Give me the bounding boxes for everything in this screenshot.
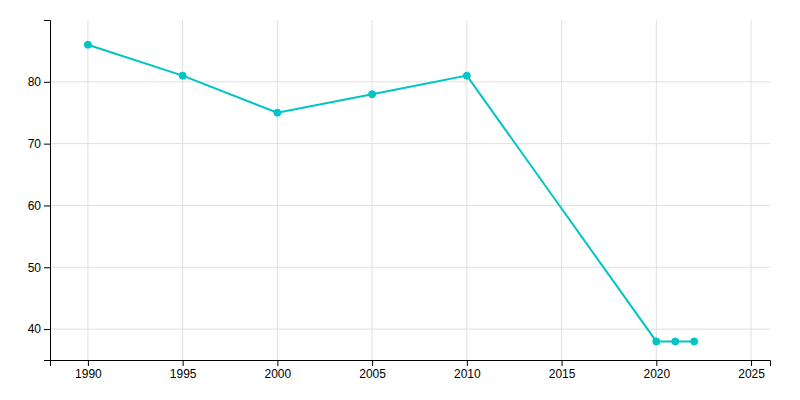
x-axis: 1990 1995 2000 2005 2010 2015 2020 2025 (51, 360, 771, 381)
y-tick: 40 (28, 322, 50, 336)
grid-line-y (50, 267, 770, 268)
line (88, 45, 694, 342)
x-tick-mark (277, 360, 278, 366)
y-tick-label: 60 (28, 199, 42, 213)
y-tick-label: 50 (28, 261, 42, 275)
grid-line-x (182, 20, 183, 360)
y-tick-label: 40 (28, 322, 42, 336)
y-tick: 60 (28, 199, 50, 213)
y-tick-mark (44, 144, 50, 145)
point (84, 41, 91, 48)
x-tick-label: 1990 (75, 367, 102, 381)
chart: 1990 1995 2000 2005 2010 2015 2020 2025 40 50 60 70… (0, 0, 800, 400)
grid-line-y (50, 143, 770, 144)
y-tick-mark (44, 205, 50, 206)
x-tick-mark (656, 360, 657, 366)
y-tick: 50 (28, 261, 50, 275)
grid-line-x (751, 20, 752, 360)
y-axis-line (44, 21, 51, 361)
x-tick: 1995 (170, 360, 197, 381)
point (179, 72, 186, 79)
y-tick-mark (44, 267, 50, 268)
y-tick: 80 (28, 75, 50, 89)
y-tick-mark (44, 329, 50, 330)
x-tick-label: 1995 (170, 367, 197, 381)
x-tick-mark (562, 360, 563, 366)
y-tick-label: 70 (28, 137, 42, 151)
point (691, 338, 698, 345)
x-tick: 2020 (643, 360, 670, 381)
grid-line-y (50, 329, 770, 330)
y-axis: 40 50 60 70 80 (28, 21, 51, 361)
x-tick: 2000 (265, 360, 292, 381)
grid-line-x (87, 20, 88, 360)
grid-line-x (277, 20, 278, 360)
point (463, 72, 470, 79)
grid-line-x (466, 20, 467, 360)
x-tick-mark (183, 360, 184, 366)
grid-line-y (50, 81, 770, 82)
x-tick-label: 2020 (643, 367, 670, 381)
x-tick-label: 2010 (454, 367, 481, 381)
x-tick: 2025 (738, 360, 765, 381)
point (653, 338, 660, 345)
x-tick: 1990 (75, 360, 102, 381)
point (369, 91, 376, 98)
grid (50, 20, 770, 360)
x-tick-label: 2015 (549, 367, 576, 381)
x-tick-mark (751, 360, 752, 366)
y-tick: 70 (28, 137, 50, 151)
y-tick-label: 80 (28, 75, 42, 89)
point (672, 338, 679, 345)
x-tick-label: 2000 (265, 367, 292, 381)
y-tick-mark (44, 82, 50, 83)
x-tick: 2010 (454, 360, 481, 381)
x-tick-mark (372, 360, 373, 366)
x-tick: 2005 (359, 360, 386, 381)
grid-line-x (561, 20, 562, 360)
x-tick-label: 2005 (359, 367, 386, 381)
x-tick-mark (467, 360, 468, 366)
x-axis-line (51, 361, 771, 367)
plot-area: 1990 1995 2000 2005 2010 2015 2020 2025 40 50 60 70… (28, 20, 771, 381)
marks (84, 41, 697, 345)
x-tick-label: 2025 (738, 367, 765, 381)
x-tick-mark (88, 360, 89, 366)
grid-line-y (50, 205, 770, 206)
point (274, 109, 281, 116)
grid-line-x (656, 20, 657, 360)
x-tick: 2015 (549, 360, 576, 381)
grid-line-x (372, 20, 373, 360)
